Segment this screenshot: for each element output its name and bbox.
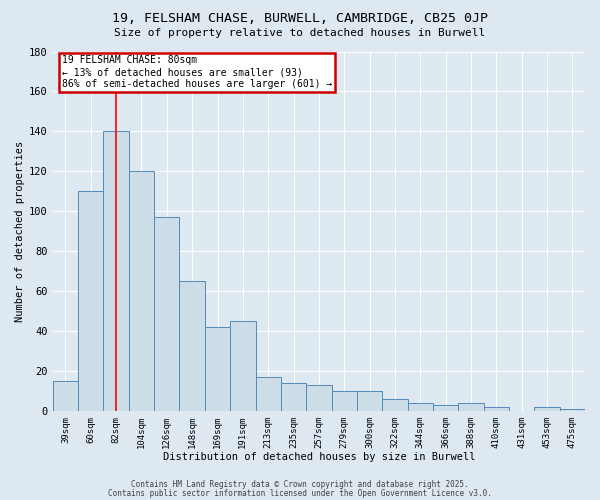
Bar bbox=[205, 328, 230, 411]
Bar bbox=[179, 282, 205, 411]
Bar bbox=[484, 407, 509, 411]
Text: 19, FELSHAM CHASE, BURWELL, CAMBRIDGE, CB25 0JP: 19, FELSHAM CHASE, BURWELL, CAMBRIDGE, C… bbox=[112, 12, 488, 26]
Bar bbox=[129, 172, 154, 411]
Bar bbox=[154, 218, 179, 411]
X-axis label: Distribution of detached houses by size in Burwell: Distribution of detached houses by size … bbox=[163, 452, 475, 462]
Bar bbox=[433, 405, 458, 411]
Bar bbox=[256, 377, 281, 411]
Bar bbox=[53, 381, 78, 411]
Bar bbox=[560, 409, 585, 411]
Bar bbox=[382, 399, 407, 411]
Bar bbox=[78, 192, 103, 411]
Y-axis label: Number of detached properties: Number of detached properties bbox=[15, 140, 25, 322]
Bar bbox=[357, 391, 382, 411]
Text: Contains HM Land Registry data © Crown copyright and database right 2025.: Contains HM Land Registry data © Crown c… bbox=[131, 480, 469, 489]
Bar bbox=[535, 407, 560, 411]
Bar bbox=[332, 391, 357, 411]
Text: Contains public sector information licensed under the Open Government Licence v3: Contains public sector information licen… bbox=[108, 488, 492, 498]
Bar bbox=[458, 403, 484, 411]
Bar bbox=[230, 322, 256, 411]
Text: 19 FELSHAM CHASE: 80sqm
← 13% of detached houses are smaller (93)
86% of semi-de: 19 FELSHAM CHASE: 80sqm ← 13% of detache… bbox=[62, 56, 332, 88]
Bar bbox=[306, 385, 332, 411]
Text: Size of property relative to detached houses in Burwell: Size of property relative to detached ho… bbox=[115, 28, 485, 38]
Bar bbox=[103, 132, 129, 411]
Bar bbox=[281, 383, 306, 411]
Bar bbox=[407, 403, 433, 411]
